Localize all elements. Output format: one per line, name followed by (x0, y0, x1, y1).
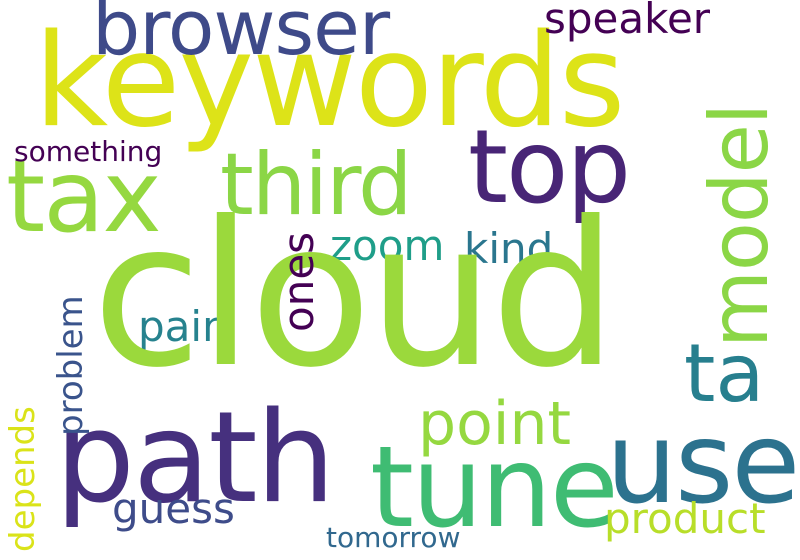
word-keywords: keywords (34, 7, 625, 156)
word-top: top (468, 108, 631, 227)
word-browser: browser (92, 0, 390, 72)
word-problem: problem (51, 295, 91, 436)
word-point: point (418, 389, 572, 459)
word-something: something (14, 135, 163, 168)
word-kind: kind (464, 224, 554, 273)
word-tax: tax (6, 138, 162, 255)
word-use: use (606, 399, 800, 529)
word-speaker: speaker (544, 0, 711, 43)
word-model: model (693, 103, 786, 348)
word-guess: guess (112, 484, 235, 533)
word-product: product (604, 494, 766, 543)
word-ta: ta (684, 327, 765, 420)
word-tomorrow: tomorrow (326, 521, 461, 554)
word-ones: ones (274, 231, 323, 332)
word-pain: pain (138, 302, 229, 351)
word-third: third (220, 135, 413, 235)
word-path: path (55, 384, 335, 531)
word-zoom: zoom (330, 221, 445, 270)
word-depends: depends (3, 406, 43, 552)
word-cloud-main: cloud (92, 179, 618, 412)
word-tune: tune (370, 423, 619, 553)
